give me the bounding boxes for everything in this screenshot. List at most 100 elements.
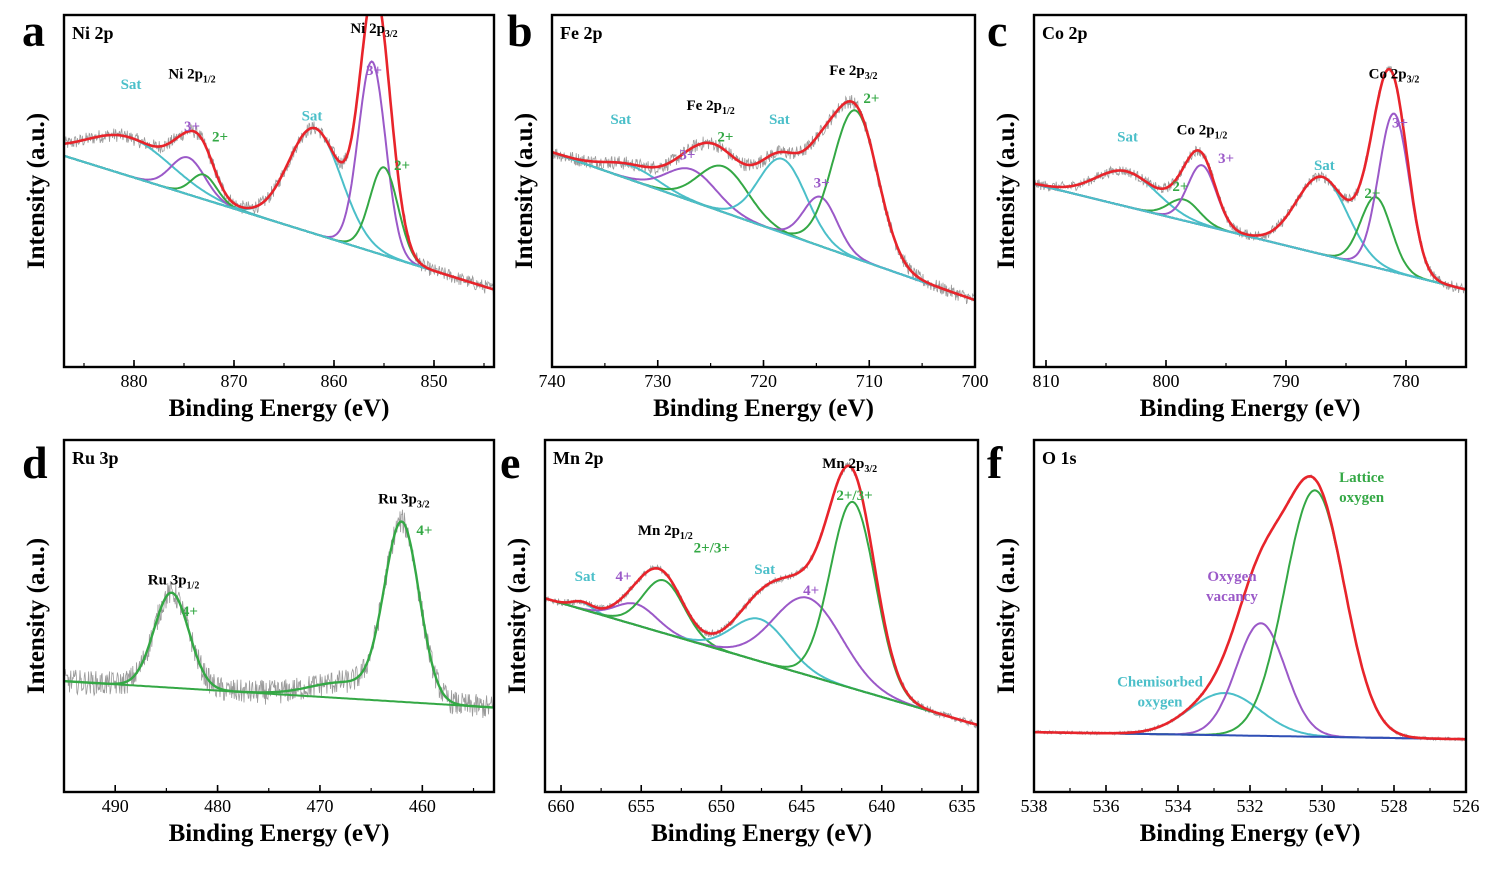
baseline-d: [64, 680, 494, 709]
annotation-c-1: 2+: [1172, 179, 1188, 195]
axes-frame-f: [1032, 438, 1468, 794]
annotation-c-4: 2+: [1364, 186, 1380, 202]
y-axis-title-d: Intensity (a.u.): [23, 538, 50, 694]
fit-envelope-e: [545, 464, 978, 727]
annotation-b-3: Sat: [769, 112, 790, 128]
x-tick-label-c: 800: [1153, 371, 1180, 391]
peak-label-e-1: Mn 2p3/2: [822, 456, 877, 475]
peak-label-c-0: Co 2p1/2: [1177, 123, 1228, 142]
component-e-5: [545, 500, 978, 727]
x-axis-title-d: Binding Energy (eV): [169, 820, 390, 847]
x-tick-label-b: 710: [856, 371, 883, 391]
component-c-5: [1034, 112, 1466, 291]
peak-label-c-1: Co 2p3/2: [1369, 66, 1420, 85]
x-axis-title-f: Binding Energy (eV): [1140, 820, 1361, 847]
component-c-2: [1034, 164, 1466, 291]
plot-area-c: [1034, 65, 1466, 294]
baseline-b: [552, 151, 975, 302]
x-tick-label-f: 526: [1453, 796, 1480, 816]
panel-a: 880 870 860 850 Binding Energy (eV) Intensity…: [22, 5, 496, 422]
raw-data-a: [64, 15, 494, 297]
annotation-a-3: Sat: [302, 109, 323, 125]
x-tick-label-c: 780: [1393, 371, 1420, 391]
plot-area-b: [552, 94, 975, 305]
annotation-e-4: 4+: [803, 583, 819, 599]
baseline-c: [1034, 183, 1466, 291]
axes-frame-d: [62, 438, 496, 794]
panel-letter-c: c: [987, 5, 1007, 56]
peak-label-d-0: Ru 3p1/2: [148, 572, 200, 591]
annotation-c-5: 3+: [1392, 116, 1408, 132]
x-tick-label-b: 720: [750, 371, 777, 391]
plot-area-e: [545, 461, 978, 730]
y-axis-title-b: Intensity (a.u.): [511, 113, 538, 269]
component-e-2: [545, 578, 978, 727]
x-tick-label-f: 530: [1309, 796, 1336, 816]
x-tick-label-e: 650: [708, 796, 735, 816]
baseline-e: [545, 597, 978, 727]
x-tick-label-c: 790: [1273, 371, 1300, 391]
raw-data-f: [1034, 474, 1466, 742]
y-axis-title-a: Intensity (a.u.): [23, 113, 50, 269]
panel-f: 538 536 534 532 530 528 526 Binding Energy (eV)…: [987, 437, 1480, 847]
panel-title-d: Ru 3p: [72, 448, 119, 468]
annotation-e-5: 2+/3+: [836, 488, 872, 504]
x-tick-label-b: 740: [539, 371, 566, 391]
panel-letter-d: d: [22, 437, 48, 488]
peak-label-a-1: Ni 2p3/2: [350, 21, 397, 40]
panel-title-b: Fe 2p: [560, 23, 603, 43]
x-tick-label-e: 640: [868, 796, 895, 816]
peak-label-a-0: Ni 2p1/2: [168, 66, 215, 85]
x-tick-label-e: 635: [948, 796, 975, 816]
annotation-c-3: Sat: [1314, 158, 1335, 174]
panel-letter-b: b: [507, 5, 533, 56]
x-tick-label-d: 470: [306, 796, 333, 816]
fit-envelope-b: [552, 99, 975, 302]
annotation-b-5: 2+: [863, 91, 879, 107]
x-axis-title-a: Binding Energy (eV): [169, 395, 390, 422]
annotation-f-2: Lattice oxygen: [1339, 470, 1385, 506]
component-c-3: [1034, 175, 1466, 291]
annotation-c-2: 3+: [1218, 151, 1234, 167]
annotation-e-1: 4+: [616, 569, 632, 585]
x-tick-label-f: 528: [1381, 796, 1408, 816]
axes-frame-a: [62, 13, 496, 369]
annotation-f-1: Oxygen vacancy: [1206, 569, 1258, 605]
baseline-a: [64, 154, 494, 291]
panel-title-c: Co 2p: [1042, 23, 1088, 43]
x-tick-label-b: 700: [962, 371, 989, 391]
raw-data-c: [1034, 65, 1466, 294]
peak-label-d-1: Ru 3p3/2: [378, 491, 430, 510]
x-tick-label-f: 536: [1093, 796, 1120, 816]
component-a-3: [64, 127, 494, 291]
x-tick-label-a: 860: [321, 371, 348, 391]
plot-area-d: [64, 509, 494, 719]
x-tick-label-f: 534: [1165, 796, 1192, 816]
raw-data-d: [64, 509, 494, 719]
panel-b: 740 730 720 710 700 Binding Energy (eV) Intens…: [507, 5, 989, 422]
x-tick-label-e: 645: [788, 796, 815, 816]
x-tick-label-e: 660: [548, 796, 575, 816]
panel-letter-a: a: [22, 5, 45, 56]
raw-data-e: [545, 461, 978, 730]
panel-letter-e: e: [500, 437, 520, 488]
x-tick-label-e: 655: [628, 796, 655, 816]
y-axis-title-c: Intensity (a.u.): [993, 113, 1020, 269]
x-tick-label-b: 730: [644, 371, 671, 391]
x-tick-label-f: 532: [1237, 796, 1264, 816]
fit-envelope-c: [1034, 67, 1466, 291]
x-tick-label-d: 490: [102, 796, 129, 816]
component-f-1: [1034, 622, 1466, 741]
fit-envelope-f: [1034, 474, 1466, 741]
panel-title-a: Ni 2p: [72, 23, 114, 43]
y-axis-title-f: Intensity (a.u.): [993, 538, 1020, 694]
x-tick-label-a: 850: [421, 371, 448, 391]
annotation-a-0: Sat: [121, 77, 142, 93]
annotation-e-3: Sat: [754, 562, 775, 578]
x-tick-label-a: 870: [221, 371, 248, 391]
plot-area-a: [64, 15, 494, 297]
axes-frame-b: [550, 13, 977, 369]
x-tick-label-d: 480: [204, 796, 231, 816]
plot-area-f: [1034, 474, 1466, 742]
annotation-b-2: 2+: [717, 130, 733, 146]
